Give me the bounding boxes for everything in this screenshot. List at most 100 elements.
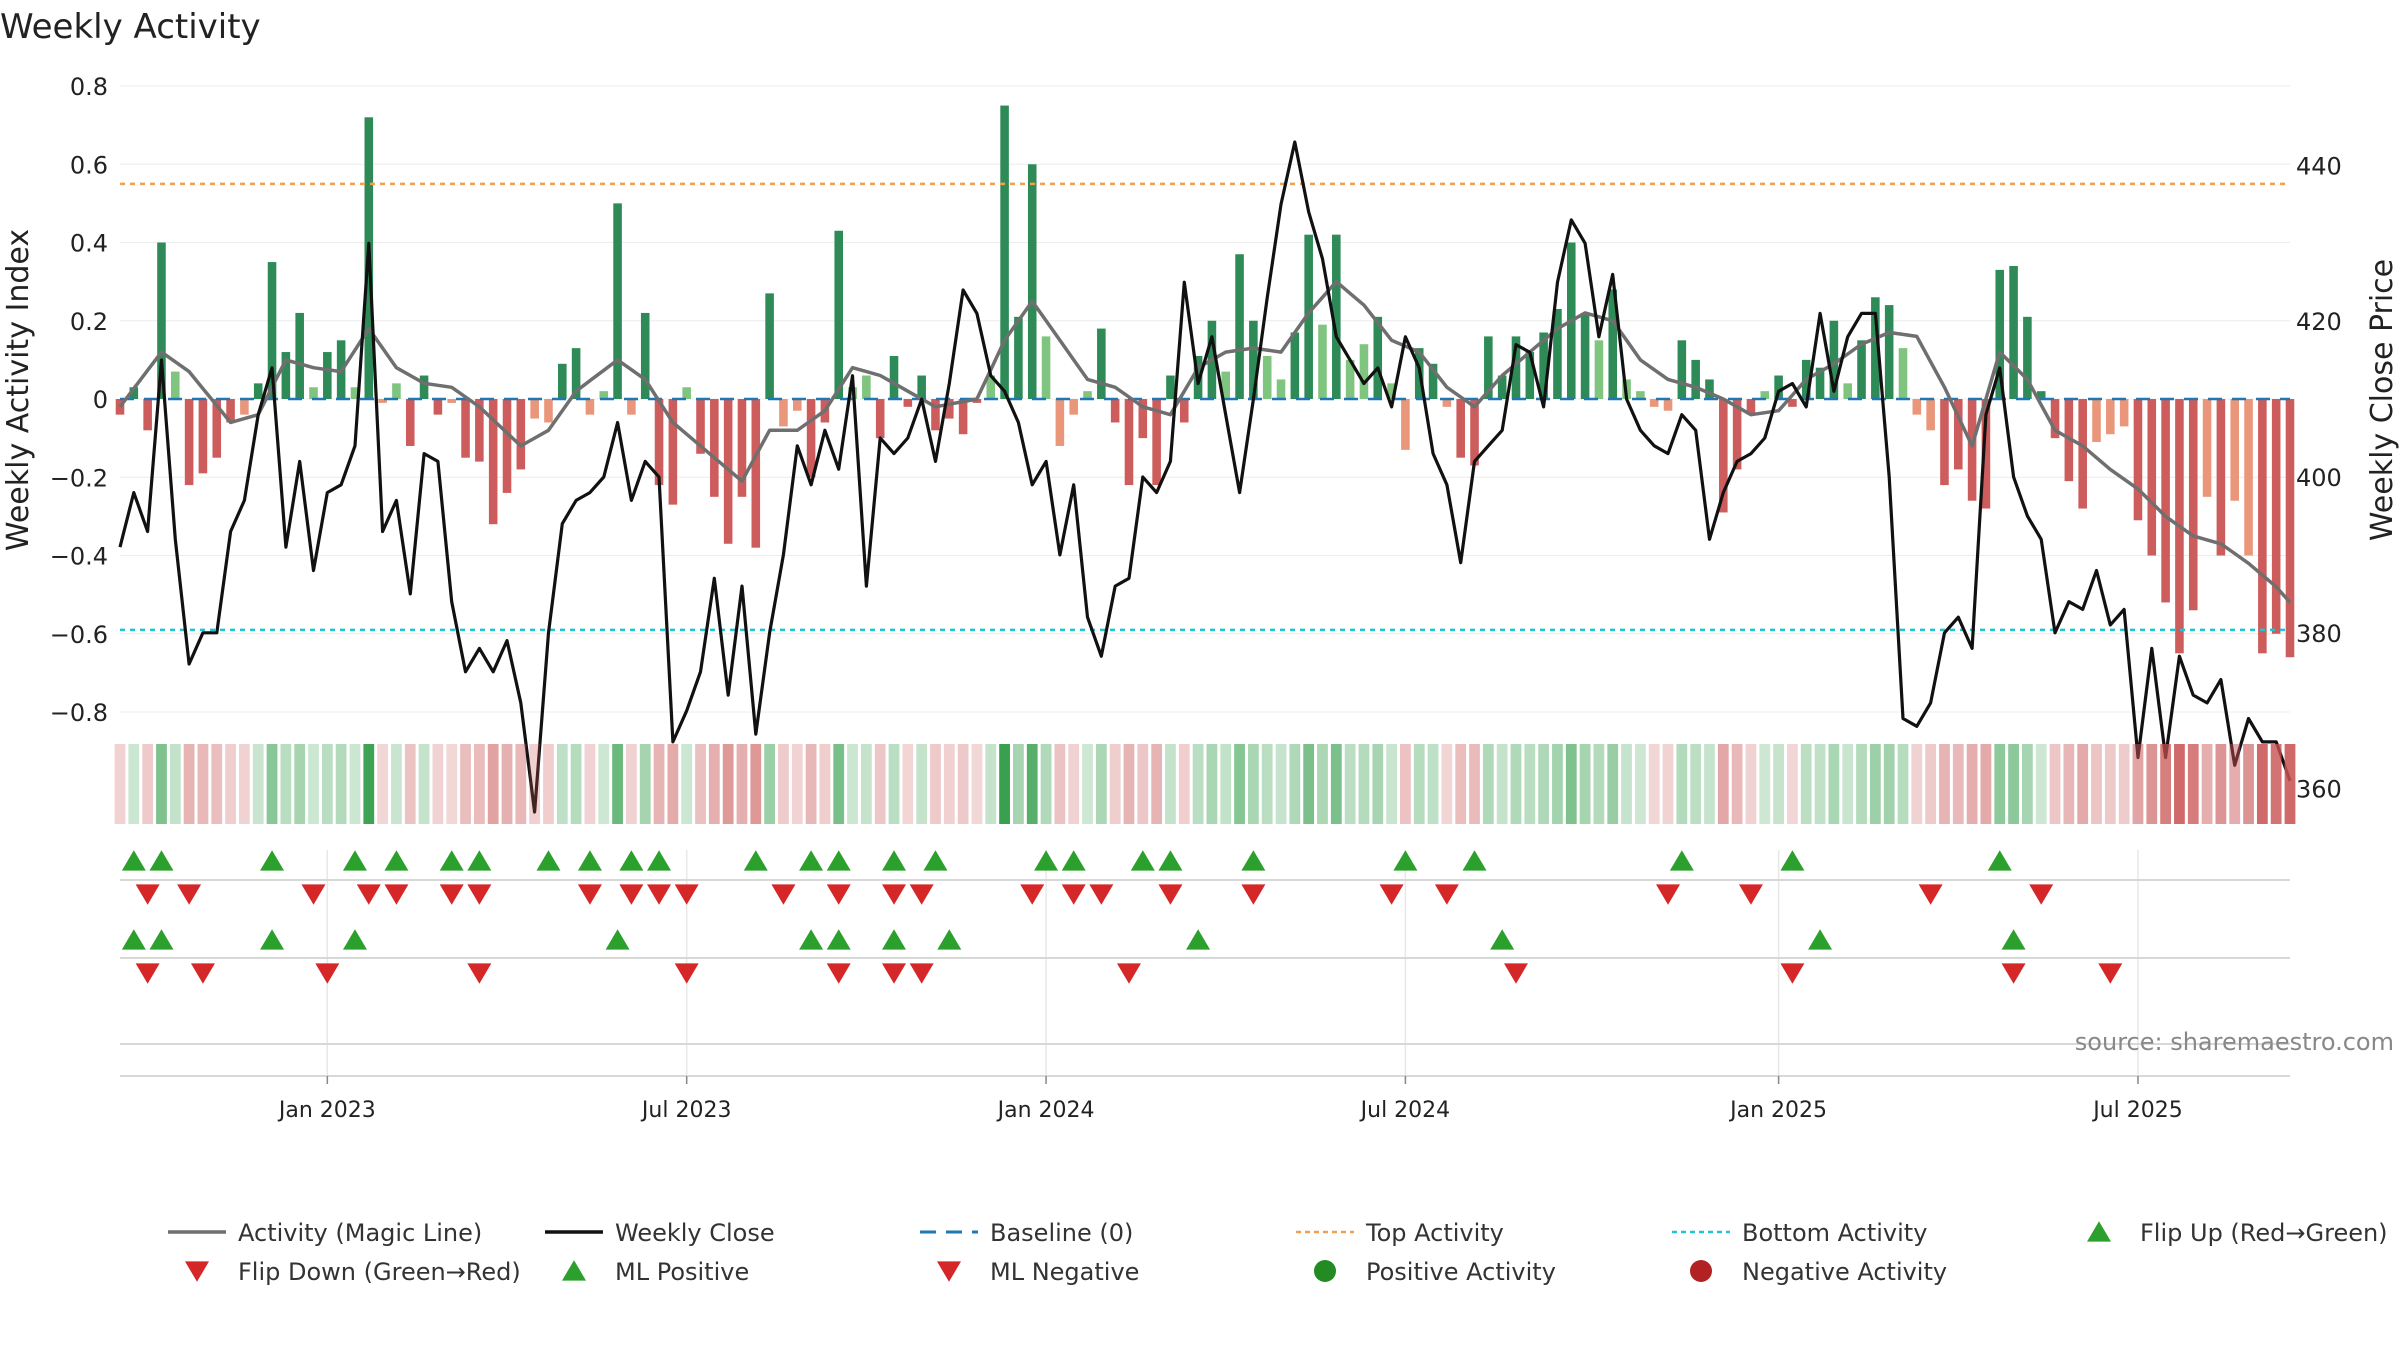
- heat-cell: [1013, 744, 1024, 824]
- activity-bar: [1262, 355, 1272, 399]
- heat-cell: [156, 744, 167, 824]
- activity-bar: [1442, 399, 1452, 407]
- activity-bar: [502, 399, 512, 493]
- heat-cell: [1165, 744, 1176, 824]
- activity-bar: [1898, 348, 1908, 399]
- x-tick-label: Jul 2024: [1359, 1098, 1451, 1123]
- activity-bar: [1290, 332, 1300, 399]
- flip-down-marker: [647, 884, 672, 905]
- flip-down-marker: [1434, 884, 1459, 905]
- heat-cell: [1828, 744, 1840, 824]
- heat-cell: [2021, 744, 2033, 824]
- activity-bar: [184, 399, 194, 486]
- x-tick-label: Jan 2024: [996, 1098, 1095, 1123]
- heat-cell: [1455, 744, 1467, 824]
- heat-cell: [667, 744, 679, 824]
- heat-cell: [1565, 744, 1577, 824]
- activity-bar: [1636, 391, 1645, 399]
- heat-cell: [473, 744, 485, 824]
- heat-cell: [598, 744, 610, 824]
- heat-cell: [363, 744, 375, 824]
- heat-cell: [239, 744, 250, 824]
- activity-bar: [585, 399, 595, 415]
- activity-bar: [171, 371, 180, 399]
- ml-positive-marker: [1490, 929, 1515, 950]
- y-tick-label: −0.6: [50, 621, 108, 649]
- activity-bar: [1179, 399, 1189, 423]
- y2-axis-label: Weekly Close Price: [2365, 259, 2400, 541]
- activity-bar: [889, 355, 899, 399]
- activity-bar: [751, 399, 761, 548]
- heat-cell: [1538, 744, 1550, 824]
- activity-bar: [281, 352, 291, 399]
- heat-cell: [349, 744, 361, 824]
- flip-down-marker: [826, 884, 851, 905]
- ml-negative-marker: [190, 963, 215, 984]
- x-tick-label: Jul 2023: [640, 1098, 732, 1123]
- flip-up-marker: [1241, 850, 1266, 871]
- activity-bar: [115, 399, 125, 415]
- activity-bar: [2244, 399, 2253, 556]
- flip_down-swatch-icon: [185, 1261, 209, 1282]
- heat-cell: [1952, 744, 1964, 824]
- flip-up-marker: [1780, 850, 1805, 871]
- y-axis-ticks: 0.8 0.6 0.4 0.2 0 −0.2 −0.4 −0.6 −0.8: [50, 73, 108, 727]
- activity-bar: [1083, 391, 1092, 399]
- heat-cell: [1289, 744, 1301, 824]
- activity-bar: [2285, 399, 2295, 658]
- heat-cell: [1095, 744, 1107, 824]
- flip-down-marker: [1379, 884, 1404, 905]
- activity-bar: [1594, 340, 1604, 399]
- heat-cell: [1939, 744, 1950, 824]
- heat-cell: [2215, 744, 2227, 824]
- activity-bar: [1843, 383, 1852, 399]
- flip-down-marker: [577, 884, 602, 905]
- y-tick-label: −0.8: [50, 699, 108, 727]
- heat-cell: [1897, 744, 1909, 824]
- activity-bar: [433, 399, 443, 415]
- ml-negative-marker: [882, 963, 907, 984]
- y-tick-label: 0.4: [70, 230, 108, 258]
- activity-bar: [2092, 399, 2101, 443]
- y2-tick-label: 360: [2296, 776, 2342, 804]
- ml-negative-marker: [1116, 963, 1141, 984]
- activity-bar: [599, 391, 609, 399]
- heat-cell: [2049, 744, 2061, 824]
- activity-bar: [1345, 359, 1355, 399]
- flip-down-marker: [439, 884, 464, 905]
- activity-bar: [2271, 399, 2281, 634]
- flip-down-marker: [771, 884, 796, 905]
- heat-cell: [1192, 744, 1204, 824]
- activity-bar: [1829, 320, 1839, 399]
- heat-cell: [833, 744, 845, 824]
- activity-bar: [1981, 399, 1991, 509]
- ml-positive-marker: [149, 929, 174, 950]
- y2-tick-label: 420: [2296, 308, 2342, 336]
- activity-bar: [295, 312, 304, 399]
- flip_down-legend-swatch: [185, 1261, 209, 1282]
- activity-bar: [2023, 316, 2032, 399]
- heat-cell: [1372, 744, 1384, 824]
- activity-bar: [2119, 399, 2129, 427]
- activity-bar: [640, 312, 650, 399]
- heat-cell: [1386, 744, 1397, 824]
- activity-bar: [475, 399, 484, 462]
- negative-activity-swatch: [1690, 1260, 1712, 1282]
- activity-bar: [1663, 399, 1673, 411]
- activity-bar: [253, 383, 263, 399]
- activity-bar: [1732, 399, 1742, 470]
- ml-negative-marker: [1503, 963, 1528, 984]
- activity-bar: [2202, 399, 2212, 497]
- heat-cell: [1109, 744, 1121, 824]
- ml-negative-marker: [826, 963, 851, 984]
- flip-up-marker: [121, 850, 146, 871]
- heat-cell: [1330, 744, 1342, 824]
- heat-cell: [2146, 744, 2158, 824]
- heat-cell: [570, 744, 582, 824]
- ml-positive-marker: [2001, 929, 2026, 950]
- heat-cell: [1510, 744, 1522, 824]
- flip-up-marker: [1462, 850, 1487, 871]
- heat-cell: [114, 744, 126, 824]
- activity-bar: [1760, 391, 1770, 399]
- activity-bar: [1014, 316, 1023, 399]
